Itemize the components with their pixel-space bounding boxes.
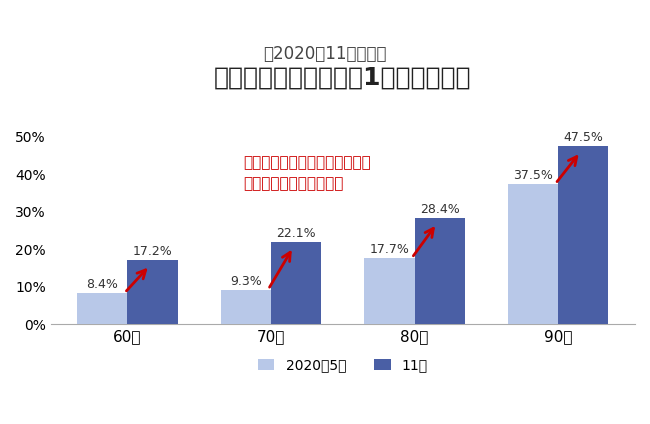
Bar [271,242,321,324]
Text: 17.2%: 17.2% [133,245,172,258]
Text: 37.5%: 37.5% [513,169,553,182]
Text: 8.4%: 8.4% [86,278,118,291]
Text: 22.1%: 22.1% [276,227,316,240]
Text: 47.5%: 47.5% [564,131,603,145]
Legend: 2020年5月, 11月: 2020年5月, 11月 [258,358,428,372]
Text: 28.4%: 28.4% [420,203,460,216]
Text: （2020年11月時点）: （2020年11月時点） [263,45,387,62]
Text: 17.7%: 17.7% [370,243,410,256]
Bar [508,184,558,324]
Bar [77,293,127,324]
Text: 9.3%: 9.3% [230,275,262,287]
Bar [415,218,465,324]
Bar [365,258,415,324]
Bar [558,146,608,324]
Text: コロナ禍では、高齢者全年代で
外出機会が減少している: コロナ禍では、高齢者全年代で 外出機会が減少している [244,155,371,191]
Bar [221,290,271,324]
Title: 高齢者の外出機会が週1回以下の割合: 高齢者の外出機会が週1回以下の割合 [214,66,471,90]
Bar [127,260,177,324]
